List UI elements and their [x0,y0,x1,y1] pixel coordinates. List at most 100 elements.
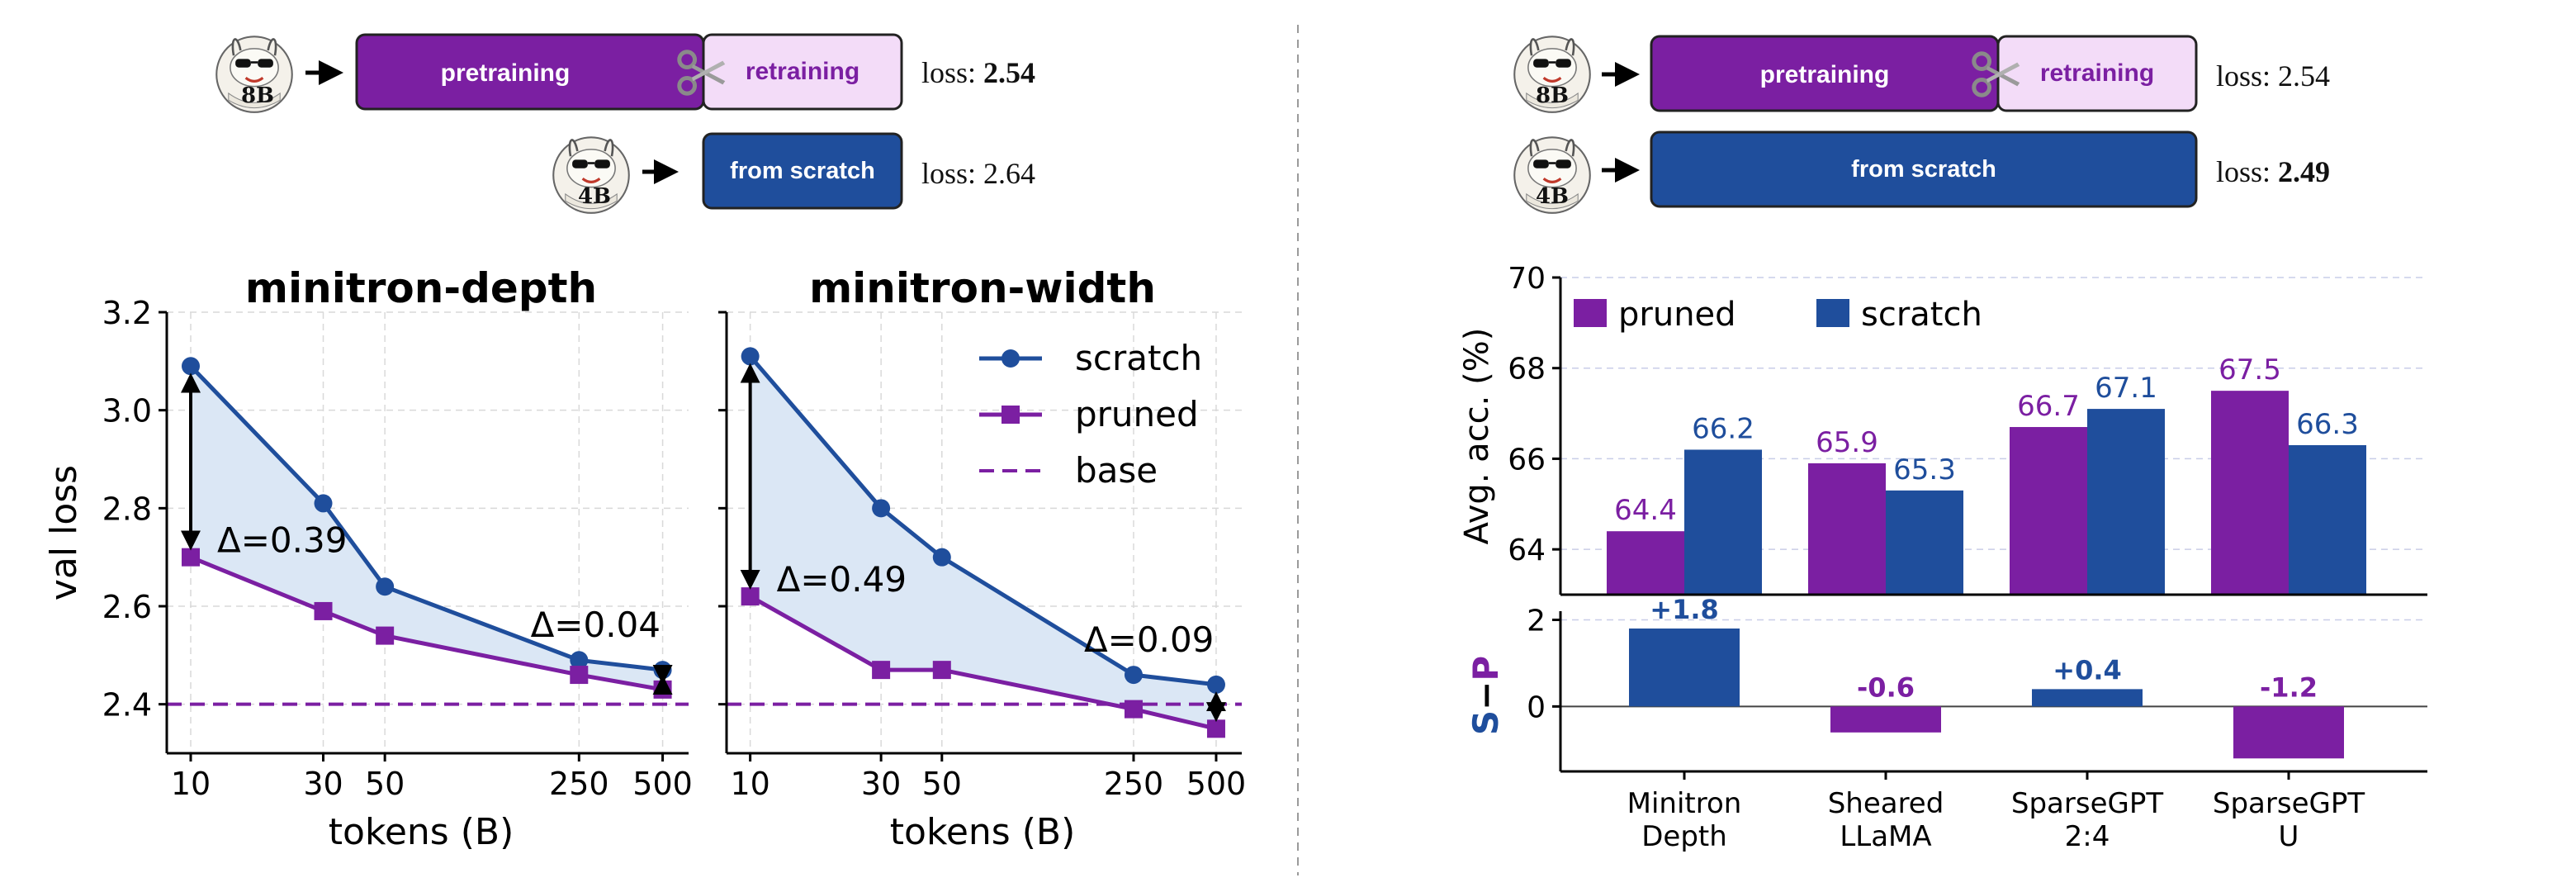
gap-shading [191,366,663,690]
x-tick-label: 250 [549,766,609,802]
difference-label: +1.8 [1650,594,1719,625]
x-tick-label: 10 [730,766,769,802]
legend-scratch-label: scratch [1075,338,1202,378]
x-tick-label: 50 [922,766,962,802]
pretraining-label: pretraining [1760,61,1890,88]
delta-arrows [740,363,1226,723]
chart-scratch-minus-pruned: +1.8-0.6+0.4-1.2 02 S−P MinitronDepthShe… [1466,594,2427,853]
category-label: 2:4 [2065,820,2110,853]
y-tick-label: 2.6 [102,589,152,625]
bar-value-label: 65.9 [1816,426,1878,459]
scratch-point [932,548,951,567]
retraining-label: retraining [2040,59,2154,87]
x-tick-label: 10 [171,766,211,802]
loss-text: loss: 2.54 [921,56,1035,89]
y-tick-label: 2 [1527,604,1546,638]
scratch-point [376,577,395,596]
scratch-point [181,357,200,376]
legend-scratch-label: scratch [1861,296,1982,334]
difference-bar [1830,706,1941,733]
x-tick-label: 30 [861,766,901,802]
bar-legend: pruned scratch [1574,296,1982,334]
y-ticks [718,311,727,706]
loss-text: loss: 2.64 [921,157,1035,190]
model-size-badge: 4B [578,184,611,209]
scratch-bar [2289,444,2366,595]
x-ticks: 10 30 50 250 500 [171,753,693,802]
pruned-point [1206,719,1225,738]
delta-annotation: Δ=0.49 [777,559,907,600]
category-label: SparseGPT [2011,787,2163,820]
chart-avg-accuracy: 64.4 65.9 66.7 67.5 66.2 65.3 67.1 66.3 64 66 68 7… [1458,262,2427,596]
left-row1: 8B pretraining retraining loss: 2.54 [215,33,1035,114]
pruned-bar [1607,531,1684,595]
pretraining-label: pretraining [441,59,571,87]
bar-value-label: 66.3 [2296,408,2359,441]
x-tick-label: 250 [1104,766,1164,802]
bars: 64.4 65.9 66.7 67.5 66.2 65.3 67.1 66.3 [1607,353,2366,595]
category-label: U [2279,820,2299,853]
loss-text: loss: 2.54 [2216,59,2330,93]
bar-value-label: 66.7 [2017,390,2080,423]
model-size-badge: 8B [1536,83,1569,108]
bar-value-label: 67.1 [2095,372,2157,405]
difference-bar [1629,628,1740,707]
y-tick-label: 2.4 [102,687,152,724]
category-label: LLaMA [1840,820,1931,853]
y-tick-label: 2.8 [102,491,152,527]
category-label: Minitron [1627,787,1742,820]
pruned-point [1124,700,1143,719]
pruned-point [570,666,589,685]
from-scratch-label: from scratch [730,158,875,184]
legend-base-label: base [1075,450,1158,491]
difference-label: -1.2 [2260,671,2318,703]
right-header: 8B pretraining retraining loss: 2.54 4B … [1513,35,2330,215]
x-tick-label: 50 [365,766,405,802]
legend-pruned-label: pruned [1618,296,1736,334]
pruned-point [653,680,672,699]
scratch-point [872,499,891,518]
y-ticks: 02 [1527,604,1560,724]
pruned-point [932,661,951,680]
legend-pruned-label: pruned [1075,394,1199,434]
bar-value-label: 65.3 [1893,453,1956,486]
retraining-label: retraining [746,58,859,85]
delta-annotation: Δ=0.39 [217,520,347,561]
difference-bar [2233,706,2344,759]
legend-pruned-marker [1002,406,1020,424]
category-label: Sheared [1828,787,1944,820]
chart-minitron-depth: minitron-depth 2.4 2.6 2.8 3.0 3.2 10 30 50 250… [43,264,693,853]
pruned-point [741,587,760,606]
bar-value-label: 64.4 [1614,494,1677,527]
from-scratch-box [1650,130,2198,208]
y-axis-label: S−P [1466,656,1506,735]
bars: +1.8 -0.6 +0.4 -1.2 [1629,594,2344,759]
right-row1: 8B pretraining retraining loss: 2.54 [1513,35,2330,114]
y-tick-label: 70 [1508,262,1546,296]
y-axis-label: Avg. acc. (%) [1458,328,1496,545]
y-ticks: 2.4 2.6 2.8 3.0 3.2 [102,295,167,724]
pruned-point [376,626,395,645]
y-axis-label: val loss [43,465,85,600]
y-tick-label: 0 [1527,690,1546,724]
scratch-bar [1886,490,1963,595]
x-tick-label: 500 [632,766,693,802]
scratch-point [314,494,333,513]
y-label-p: P [1466,656,1506,681]
delta-annotation: Δ=0.09 [1084,619,1214,660]
category-labels: MinitronDepthShearedLLaMASparseGPT2:4Spa… [1627,771,2365,853]
pruned-point [181,548,200,567]
difference-label: -0.6 [1857,671,1915,703]
scratch-point [1206,675,1225,694]
pruned-bar [2211,391,2289,595]
difference-label: +0.4 [2053,654,2122,686]
scratch-point [570,651,589,670]
pruned-bar [2010,427,2087,595]
legend-scratch-swatch [1816,299,1849,327]
y-tick-label: 64 [1508,534,1546,567]
pruned-point [872,661,891,680]
model-size-badge: 8B [241,83,274,108]
scratch-bar [1684,449,1762,595]
y-label-s: S [1466,710,1506,735]
